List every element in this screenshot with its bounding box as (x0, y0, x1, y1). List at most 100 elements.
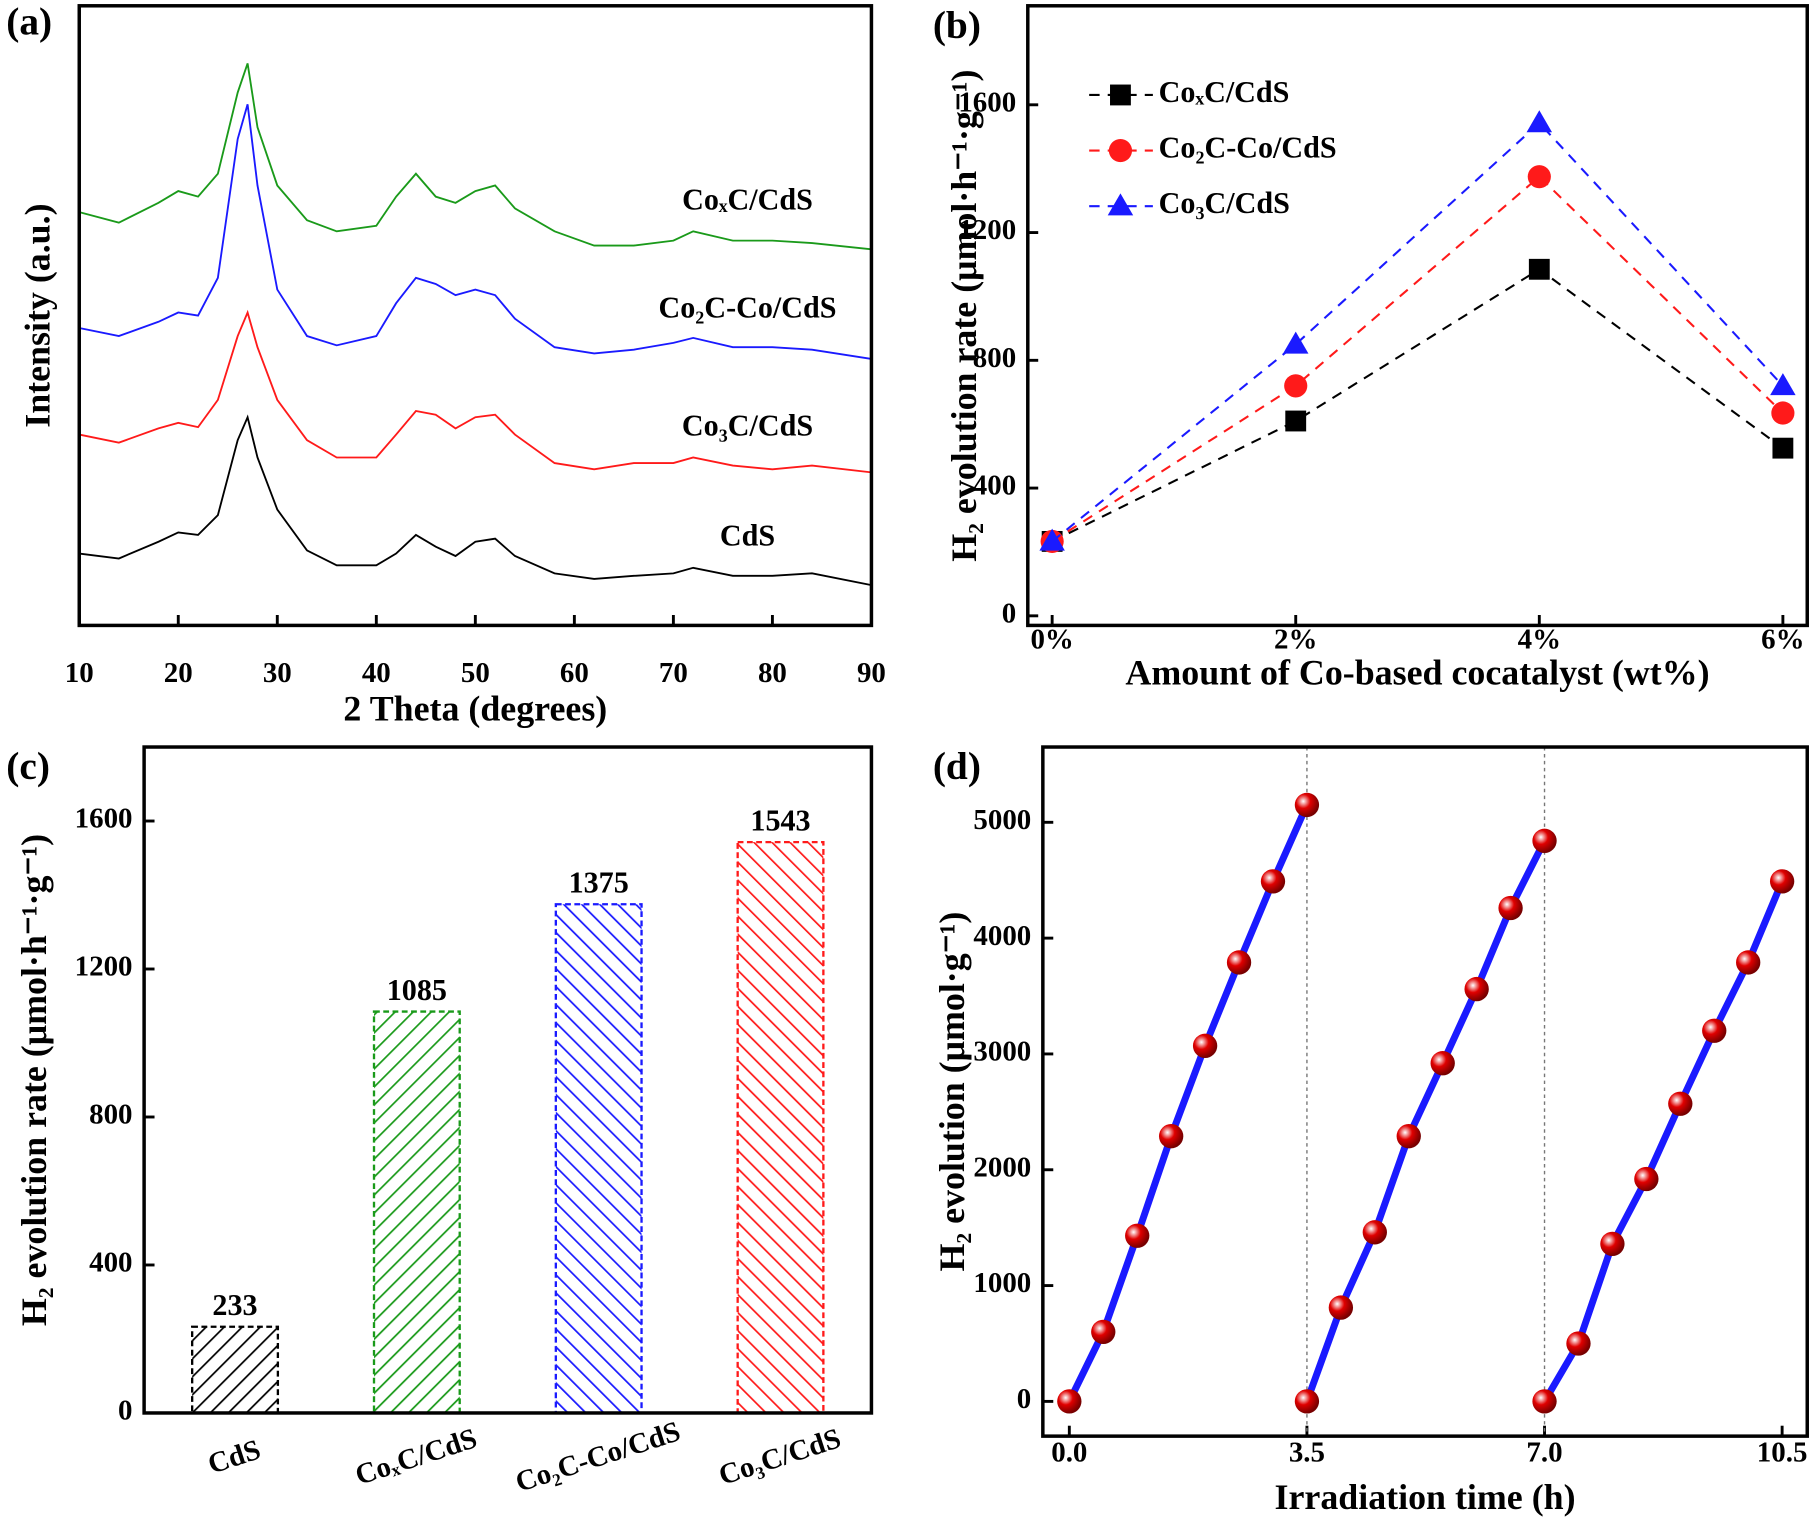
series-line (79, 63, 872, 251)
bar (554, 903, 643, 1415)
data-point (1702, 1018, 1727, 1043)
legend-label: CoₓC/CdS (1159, 75, 1290, 109)
data-point (1294, 1389, 1320, 1414)
x-tick-label: 60 (560, 657, 589, 689)
y-tick-label: 1200 (75, 951, 133, 983)
y-tick-label: 0 (1017, 1383, 1031, 1415)
data-point (1771, 401, 1795, 425)
x-tick-label: 70 (659, 657, 688, 689)
y-axis-title: Intensity (a.u.) (17, 203, 57, 427)
y-tick-label: 5000 (973, 804, 1031, 836)
x-tick-label: 80 (758, 657, 787, 689)
value-label: 1375 (569, 866, 629, 900)
y-tick-label: 3000 (973, 1036, 1031, 1068)
x-tick-label: 3.5 (1289, 1436, 1325, 1468)
x-tick-label: 7.0 (1526, 1436, 1562, 1468)
data-point (1396, 1124, 1421, 1149)
data-point (1192, 1033, 1218, 1058)
panel-label: (c) (6, 744, 50, 788)
data-point (1284, 374, 1308, 398)
bar (191, 1325, 280, 1415)
data-point (1668, 1091, 1693, 1116)
data-point (1464, 976, 1489, 1002)
x-tick-label: 4% (1518, 623, 1561, 655)
y-tick-label: 800 (89, 1099, 132, 1131)
y-tick-label: 1000 (973, 1267, 1031, 1299)
series-line (1541, 880, 1786, 1404)
series-line (1051, 268, 1784, 543)
series-line (1051, 175, 1784, 543)
data-point (1430, 1051, 1455, 1076)
series-line (1051, 121, 1784, 543)
data-point (1328, 1295, 1354, 1320)
y-tick-label: 800 (973, 342, 1016, 374)
data-point (1772, 437, 1794, 459)
data-point (1039, 528, 1065, 551)
series-line (1303, 839, 1548, 1403)
series-label: Co₃C/CdS (682, 408, 813, 442)
x-tick-label: 0.0 (1051, 1436, 1087, 1468)
data-point (1769, 869, 1795, 894)
series-label: CoₓC/CdS (682, 183, 813, 217)
data-point (1532, 1389, 1557, 1414)
value-label: 1543 (750, 803, 810, 837)
data-point (1634, 1166, 1659, 1192)
series-line (79, 104, 872, 360)
x-tick-label: 40 (362, 657, 391, 689)
x-tick-label: 20 (164, 657, 193, 689)
legend-marker (1110, 84, 1131, 106)
value-label: 1085 (387, 973, 447, 1007)
data-point (1226, 950, 1252, 975)
data-point (1125, 1223, 1150, 1248)
series-line (1066, 803, 1311, 1403)
y-tick-label: 1600 (75, 803, 133, 835)
series-line (79, 414, 872, 587)
plot-frame (1041, 745, 1809, 1438)
x-tick-label: Co₂C-Co/CdS (512, 1415, 685, 1498)
x-axis-title: Irradiation time (h) (1275, 1477, 1576, 1517)
y-tick-label: 4000 (973, 920, 1031, 952)
x-tick-label: 90 (857, 657, 886, 689)
data-point (1528, 258, 1550, 280)
legend-label: Co₂C-Co/CdS (1159, 130, 1337, 164)
x-axis-title: 2 Theta (degrees) (343, 689, 607, 729)
data-point (1566, 1331, 1591, 1356)
y-tick-label: 1600 (958, 86, 1016, 118)
data-point (1158, 1124, 1184, 1149)
legend-label: Co₃C/CdS (1159, 186, 1290, 220)
y-tick-label: 2000 (973, 1151, 1031, 1183)
data-point (1600, 1231, 1625, 1257)
bar (372, 1010, 461, 1415)
x-axis-title: Amount of Co-based cocatalyst (wt%) (1125, 653, 1709, 693)
series-label: Co₂C-Co/CdS (659, 290, 837, 324)
y-tick-label: 0 (1002, 597, 1016, 629)
y-tick-label: 1200 (958, 214, 1016, 246)
bar (736, 840, 825, 1415)
panel-label: (b) (933, 3, 981, 47)
x-tick-label: 50 (461, 657, 490, 689)
series-line (79, 309, 872, 474)
y-tick-label: 400 (89, 1247, 132, 1279)
data-point (1362, 1220, 1387, 1245)
x-tick-label: Co₃C/CdS (715, 1422, 845, 1491)
y-axis-title: H₂ evolution (μmol·g⁻¹) (932, 912, 972, 1272)
x-tick-label: CoₓC/CdS (351, 1422, 480, 1491)
data-point (1532, 828, 1557, 853)
y-axis-title: H₂ evolution rate (μmol·h⁻¹·g⁻¹) (944, 69, 984, 561)
series-label: CdS (720, 518, 775, 552)
x-tick-label: 6% (1761, 623, 1804, 655)
data-point (1498, 895, 1523, 921)
data-point (1260, 869, 1286, 894)
panel-label: (d) (933, 744, 981, 788)
legend-marker (1108, 138, 1133, 163)
x-tick-label: 10 (65, 657, 94, 689)
data-point (1294, 792, 1320, 818)
panel-label: (a) (6, 0, 52, 44)
data-point (1770, 373, 1796, 396)
plot-frame (1026, 4, 1809, 628)
data-point (1736, 950, 1761, 975)
y-tick-label: 0 (118, 1395, 132, 1427)
plot-frame (77, 4, 874, 628)
x-tick-label: 0% (1030, 623, 1073, 655)
